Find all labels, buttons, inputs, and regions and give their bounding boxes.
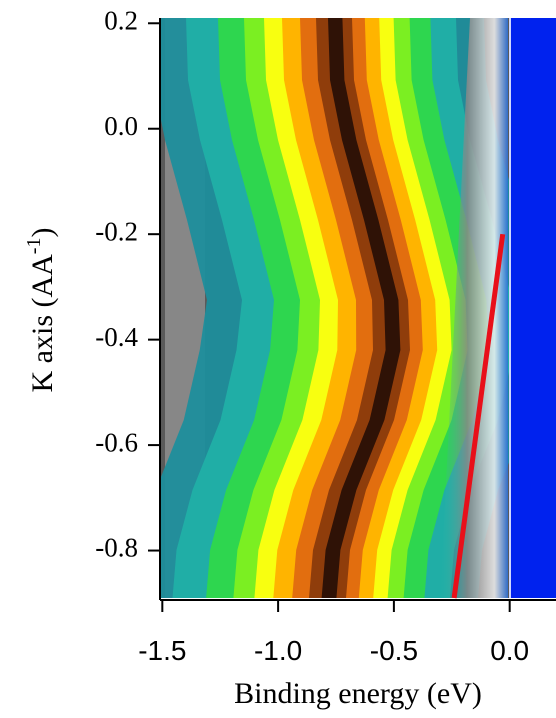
- y-tick-label: 0.0: [104, 111, 138, 141]
- x-tick-label: -0.5: [370, 635, 418, 666]
- y-axis-label: K axis (AA-1): [23, 228, 59, 393]
- intensity-band: [292, 18, 423, 598]
- y-tick-label: -0.6: [95, 427, 138, 457]
- y-tick-label: -0.4: [95, 322, 138, 352]
- y-label-superscript: -1: [23, 238, 45, 255]
- intensity-map: [160, 18, 556, 598]
- x-tick-label: -1.5: [138, 635, 186, 666]
- y-tick-label: -0.2: [95, 216, 138, 246]
- fermi-edge: [440, 18, 556, 598]
- edge-shade: [440, 18, 508, 598]
- x-tick-label: 0.0: [490, 635, 529, 666]
- x-tick-label: -1.0: [254, 635, 302, 666]
- x-axis-label: Binding energy (eV): [234, 677, 482, 710]
- y-tick-label: -0.8: [95, 533, 138, 563]
- y-label-suffix: ): [26, 228, 59, 238]
- unoccupied-region: [510, 18, 556, 598]
- intensity-band: [321, 18, 401, 598]
- y-tick-label: 0.2: [104, 5, 138, 35]
- intensity-band: [273, 18, 438, 598]
- fit-line: [451, 233, 506, 599]
- y-label-text: K axis (AA: [26, 254, 59, 393]
